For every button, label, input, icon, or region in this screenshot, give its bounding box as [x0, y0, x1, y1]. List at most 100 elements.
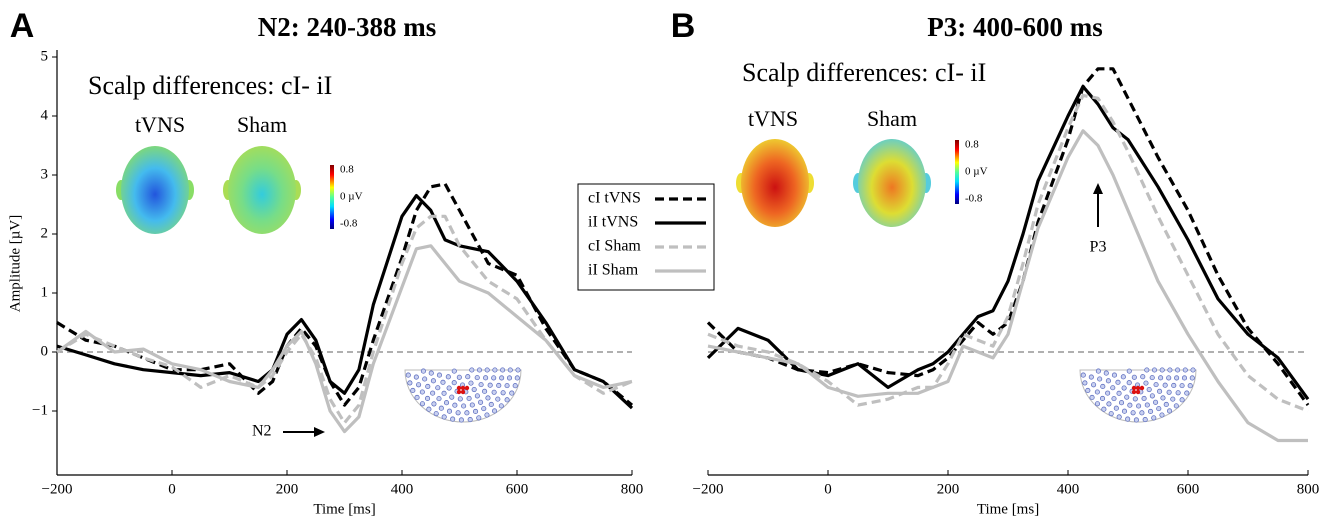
- electrode: [1167, 409, 1171, 413]
- electrode: [1122, 386, 1126, 390]
- y-axis-label: Amplitude [µV]: [7, 215, 23, 312]
- electrode: [485, 413, 489, 417]
- x-tick-label: 0: [824, 481, 832, 497]
- electrode: [442, 415, 446, 419]
- electrode: [501, 391, 505, 395]
- colorbar-label: 0.8: [340, 164, 354, 176]
- electrode: [441, 380, 445, 384]
- electrode: [1109, 411, 1113, 415]
- colorbar-label: -0.8: [965, 193, 983, 205]
- electrode: [1172, 383, 1176, 387]
- electrode: [1125, 395, 1129, 399]
- electrode: [1114, 406, 1118, 410]
- electrode: [1116, 380, 1120, 384]
- y-tick-label: 1: [41, 284, 49, 300]
- map-label: tVNS: [135, 112, 185, 137]
- electrode: [1174, 404, 1178, 408]
- electrode: [1119, 401, 1123, 405]
- electrode: [447, 409, 451, 413]
- scalp-map: [858, 139, 926, 227]
- electrode: [483, 376, 487, 380]
- electrode: [1147, 387, 1151, 391]
- electrode: [1095, 402, 1099, 406]
- electrode: [1112, 373, 1116, 377]
- electrode: [1188, 384, 1192, 388]
- electrode: [1111, 386, 1115, 390]
- electrode: [426, 384, 430, 388]
- electrode: [1127, 369, 1131, 373]
- electrode: [432, 402, 436, 406]
- inset-title: Scalp differences: cI- iI: [742, 58, 986, 87]
- electrode: [470, 368, 474, 372]
- electrode: [1089, 375, 1093, 379]
- electrode: [1157, 406, 1161, 410]
- x-tick-label: 0: [168, 481, 176, 497]
- electrode: [450, 417, 454, 421]
- electrode: [415, 395, 419, 399]
- electrode: [437, 373, 441, 377]
- electrode: [469, 381, 473, 385]
- colorbar-label: 0 µV: [340, 191, 363, 203]
- electrode: [431, 379, 435, 383]
- electrode: [437, 396, 441, 400]
- electrode: [516, 368, 520, 372]
- electrode: [482, 406, 486, 410]
- electrode: [1097, 377, 1101, 381]
- electrode: [1191, 368, 1195, 372]
- electrode: [1141, 375, 1145, 379]
- scalp-map: [121, 146, 189, 234]
- inset-title: Scalp differences: cI- iI: [88, 71, 332, 100]
- electrode-selected: [461, 390, 465, 394]
- electrode: [1102, 407, 1106, 411]
- legend-label: cI Sham: [588, 238, 641, 255]
- electrode: [1132, 375, 1136, 379]
- electrode: [1105, 391, 1109, 395]
- electrode: [505, 398, 509, 402]
- electrode: [482, 389, 486, 393]
- electrode: [439, 406, 443, 410]
- electrode: [1121, 375, 1125, 379]
- electrode: [1150, 375, 1154, 379]
- electrode: [470, 403, 474, 407]
- electrode: [492, 390, 496, 394]
- electrode-selected: [457, 390, 461, 394]
- arrow-head: [314, 427, 325, 437]
- electrode: [450, 395, 454, 399]
- electrode: [456, 411, 460, 415]
- electrode: [457, 375, 461, 379]
- electrode: [434, 411, 438, 415]
- electrode: [1171, 397, 1175, 401]
- x-tick-label: 400: [391, 481, 414, 497]
- electrode: [1134, 418, 1138, 422]
- electrode: [477, 368, 481, 372]
- chart-title: N2: 240-388 ms: [258, 12, 436, 42]
- electrode: [1145, 368, 1149, 372]
- electrode: [1083, 381, 1087, 385]
- legend-label: iI Sham: [588, 262, 639, 279]
- electrode: [513, 384, 517, 388]
- electrode: [421, 369, 425, 373]
- electrode: [1133, 397, 1137, 401]
- x-tick-label: 600: [1177, 481, 1200, 497]
- y-tick-label: 2: [41, 225, 49, 241]
- map-label: tVNS: [748, 106, 798, 131]
- x-tick-label: 400: [1057, 481, 1080, 497]
- electrode: [1117, 415, 1121, 419]
- electrode-map: [405, 368, 521, 422]
- electrode: [1101, 384, 1105, 388]
- scalp-map: [228, 146, 296, 234]
- x-tick-label: 800: [621, 481, 644, 497]
- colorbar-label: 0.8: [965, 139, 979, 151]
- x-tick-label: −200: [42, 481, 73, 497]
- electrode: [1152, 368, 1156, 372]
- legend-label: cI tVNS: [588, 190, 641, 207]
- electrode: [466, 375, 470, 379]
- electrode: [1095, 390, 1099, 394]
- electrode: [489, 402, 493, 406]
- electrode: [436, 386, 440, 390]
- y-tick-label: 4: [41, 107, 49, 123]
- y-tick-label: −1: [32, 402, 48, 418]
- electrode: [515, 376, 519, 380]
